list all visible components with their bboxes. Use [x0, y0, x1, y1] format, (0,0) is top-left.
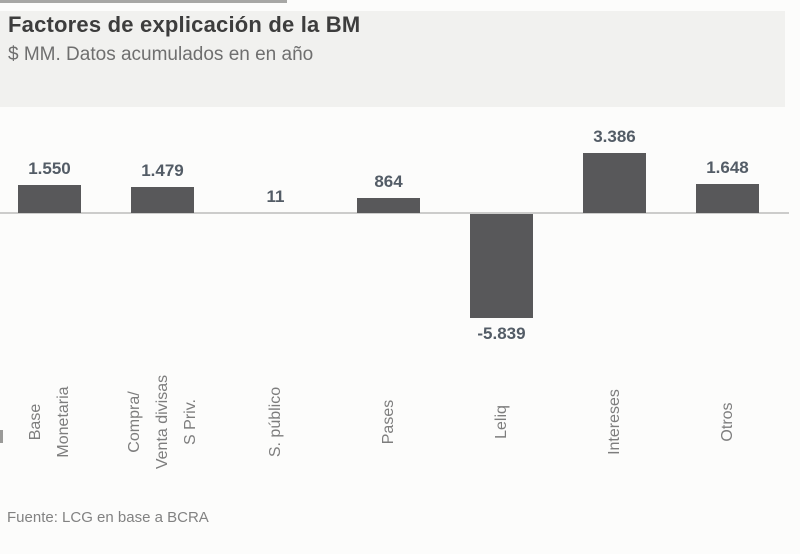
chart-header-band	[0, 11, 785, 107]
bar-intereses	[583, 153, 646, 213]
value-label-intereses: 3.386	[593, 127, 636, 146]
value-label-otros: 1.648	[706, 158, 749, 177]
value-label-s-publico: 11	[266, 187, 285, 206]
category-label-s-publico: S. público	[266, 386, 284, 458]
bar-compra-venta-divisas-s-priv	[131, 187, 194, 213]
bar-base-monetaria	[18, 185, 81, 213]
chart-title: Factores de explicación de la BM	[8, 12, 361, 37]
category-label-leliq: Leliq	[492, 405, 510, 439]
category-label-otros: Otros	[718, 402, 736, 442]
bar-leliq	[470, 214, 533, 318]
category-label-compra-venta-divisas-s-priv: Compra/ Venta divisas S Priv.	[125, 374, 199, 470]
chart-subtitle: $ MM. Datos acumulados en en año	[8, 44, 314, 65]
x-axis-line	[0, 212, 789, 214]
category-label-intereses: Intereses	[605, 389, 623, 455]
value-label-compra-venta-divisas-s-priv: 1.479	[141, 161, 184, 180]
bar-pases	[357, 198, 420, 213]
bar-otros	[696, 184, 759, 213]
source-note: Fuente: LCG en base a BCRA	[7, 509, 209, 526]
value-label-pases: 864	[374, 172, 403, 191]
value-label-base-monetaria: 1.550	[28, 159, 71, 178]
category-label-base-monetaria: Base Monetaria	[26, 386, 72, 458]
category-label-pases: Pases	[379, 399, 397, 445]
cropped-label-fragment	[0, 430, 3, 443]
value-label-leliq: -5.839	[477, 324, 526, 343]
top-crop-strip	[0, 0, 287, 3]
